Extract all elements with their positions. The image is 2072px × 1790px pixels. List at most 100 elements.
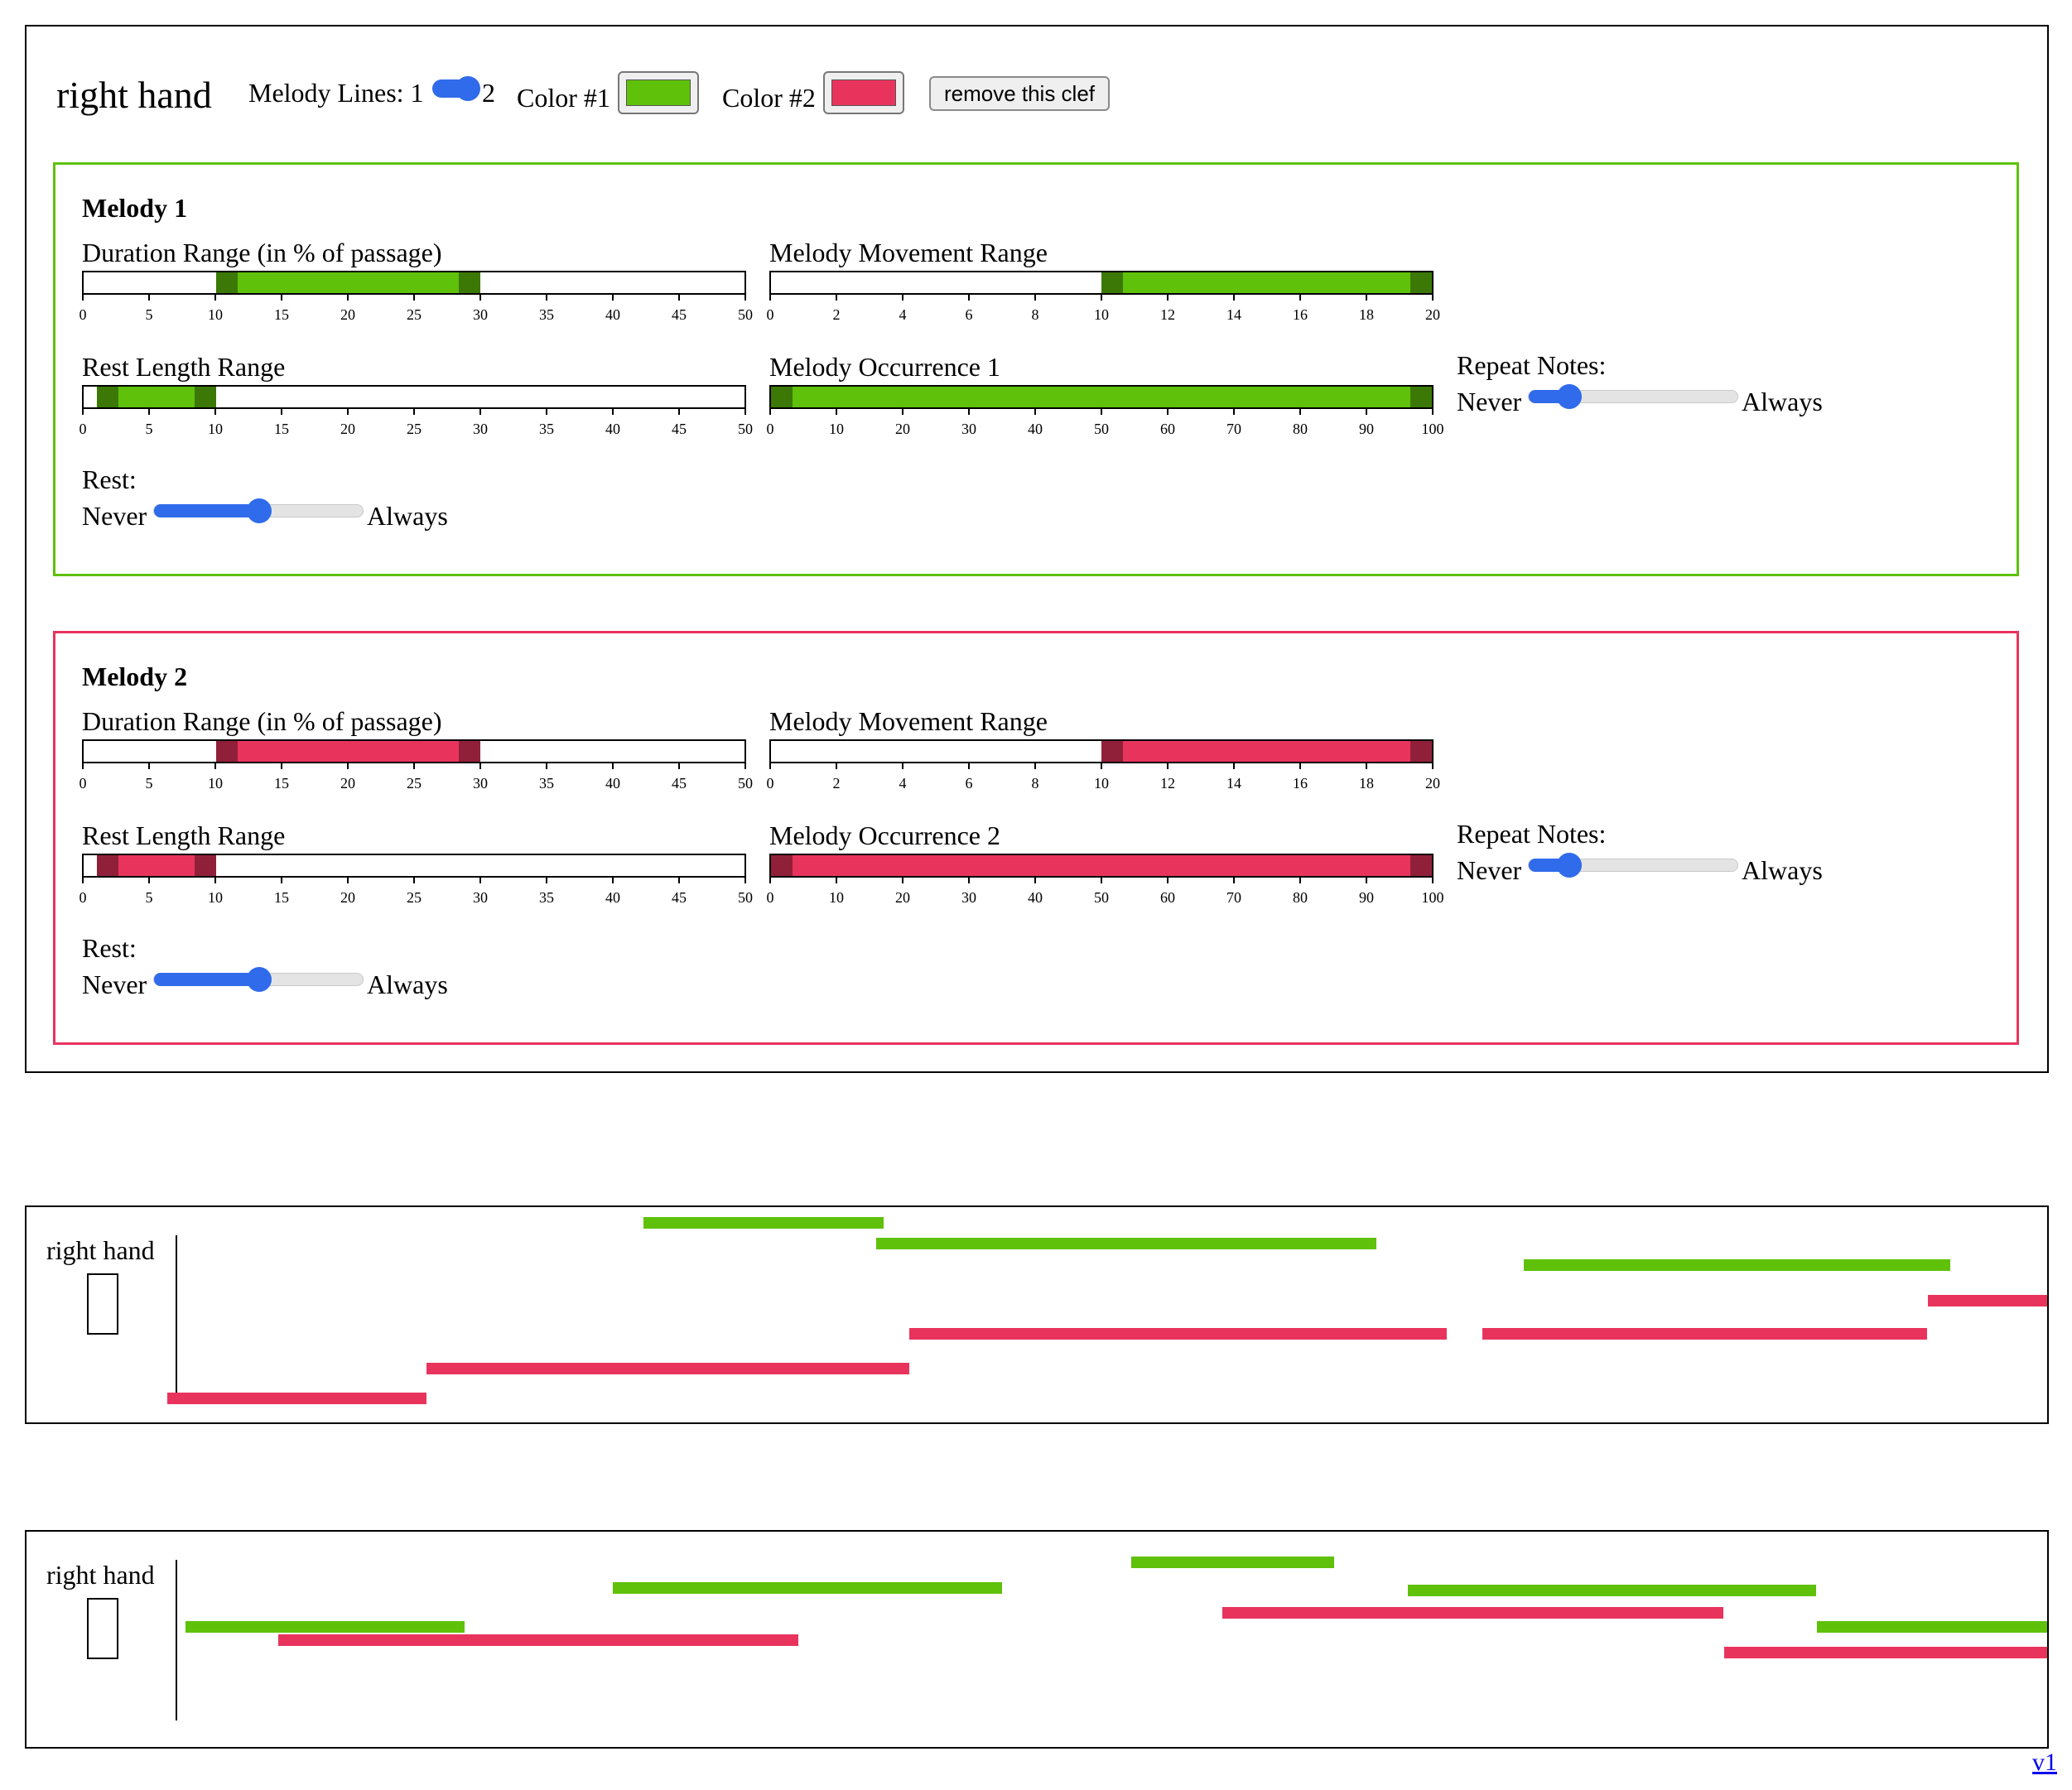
axis-tick (148, 877, 150, 883)
melody-movement-max-handle[interactable] (1410, 741, 1432, 762)
axis-tick (214, 763, 216, 769)
axis-tick (968, 294, 970, 301)
duration-range-fill (215, 272, 480, 293)
melody-occurrence-min-handle[interactable] (771, 387, 793, 407)
melody-lines-knob[interactable] (455, 76, 480, 101)
rest-length-max-handle[interactable] (194, 387, 216, 407)
axis-tick-label: 0 (79, 306, 87, 323)
axis-tick (744, 877, 746, 883)
melody-occurrence-max-handle[interactable] (1410, 855, 1432, 876)
duration-max-handle[interactable] (458, 741, 480, 762)
rest-slider-knob[interactable] (247, 498, 272, 523)
axis-tick-label: 45 (672, 775, 687, 792)
melody-movement-min-handle[interactable] (1101, 741, 1123, 762)
rest-length-max-handle[interactable] (194, 855, 216, 876)
melody-movement-range-slider[interactable] (769, 739, 1434, 763)
remove-clef-button[interactable]: remove this clef (929, 76, 1110, 111)
rest-length-label: Rest Length Range (82, 352, 286, 382)
axis-tick (347, 408, 349, 415)
repeat-notes-always-label: Always (1742, 855, 1823, 885)
duration-max-handle[interactable] (458, 272, 480, 293)
axis-tick-label: 25 (407, 421, 422, 437)
repeat-notes-never-label: Never (1457, 855, 1522, 885)
melody-movement-max-handle[interactable] (1410, 272, 1432, 293)
melody-occurrence-max-handle[interactable] (1410, 387, 1432, 407)
melody-occurrence-range-slider[interactable] (769, 385, 1434, 409)
axis-tick-label: 35 (539, 306, 554, 323)
staff-barline (176, 1560, 177, 1720)
axis-tick-label: 16 (1293, 775, 1308, 792)
axis-tick (347, 294, 349, 301)
axis-tick-label: 4 (899, 775, 907, 792)
version-link[interactable]: v1 (2032, 1749, 2057, 1776)
repeat-notes-slider-knob[interactable] (1556, 384, 1582, 409)
duration-label: Duration Range (in % of passage) (82, 706, 442, 736)
melody-lines-slider[interactable] (432, 76, 480, 101)
axis-tick (413, 763, 415, 769)
note-bar (1222, 1607, 1723, 1619)
axis-tick-label: 5 (145, 421, 153, 437)
staff-label: right hand (46, 1560, 155, 1590)
axis-tick-label: 30 (961, 421, 976, 437)
rest-slider[interactable] (153, 498, 364, 523)
rest-slider[interactable] (153, 967, 364, 992)
axis-tick (769, 408, 771, 415)
axis-tick (479, 763, 481, 769)
staff-barline (176, 1235, 177, 1396)
rest-length-range-slider[interactable] (82, 385, 746, 409)
axis-tick-label: 0 (79, 775, 87, 792)
axis-tick-label: 30 (473, 775, 488, 792)
axis-tick-label: 25 (407, 889, 422, 906)
duration-range-fill (215, 741, 480, 762)
melody-movement-label: Melody Movement Range (769, 238, 1048, 267)
axis-tick (836, 763, 837, 769)
axis-tick-label: 35 (539, 421, 554, 437)
axis-tick (82, 763, 84, 769)
axis-tick (281, 294, 282, 301)
axis-tick (281, 763, 282, 769)
rest-slider-knob[interactable] (247, 967, 272, 992)
melody-title: Melody 2 (82, 662, 188, 691)
axis-tick (1101, 877, 1102, 883)
duration-min-handle[interactable] (215, 272, 238, 293)
note-bar (643, 1217, 884, 1229)
axis-tick-label: 20 (895, 889, 910, 906)
color1-picker[interactable] (618, 71, 699, 114)
axis-tick-label: 50 (1094, 421, 1109, 437)
rest-length-min-handle[interactable] (96, 855, 118, 876)
axis-tick (546, 877, 547, 883)
note-bar (1817, 1621, 2047, 1633)
melody-movement-min-handle[interactable] (1101, 272, 1123, 293)
axis-tick (1167, 877, 1169, 883)
color2-picker[interactable] (823, 71, 904, 114)
rest-length-range-slider[interactable] (82, 854, 746, 878)
axis-tick-label: 6 (965, 306, 973, 323)
repeat-notes-slider[interactable] (1528, 384, 1738, 409)
duration-min-handle[interactable] (215, 741, 238, 762)
repeat-notes-label: Repeat Notes: (1457, 819, 1607, 849)
axis-tick-label: 14 (1226, 306, 1241, 323)
repeat-notes-slider-knob[interactable] (1556, 853, 1582, 878)
rest-length-min-handle[interactable] (96, 387, 118, 407)
duration-range-slider[interactable] (82, 739, 746, 763)
melody-occurrence-range-slider[interactable] (769, 854, 1434, 878)
duration-range-slider[interactable] (82, 271, 746, 295)
axis-tick-label: 30 (473, 306, 488, 323)
axis-tick (413, 877, 415, 883)
axis-tick (678, 763, 680, 769)
repeat-notes-slider[interactable] (1528, 853, 1738, 878)
axis-tick-label: 12 (1160, 306, 1175, 323)
axis-tick (678, 877, 680, 883)
axis-tick (1299, 763, 1301, 769)
melody-occurrence-min-handle[interactable] (771, 855, 793, 876)
axis-tick (612, 763, 614, 769)
axis-tick (744, 408, 746, 415)
axis-tick-label: 2 (832, 775, 841, 792)
axis-tick (1233, 877, 1235, 883)
axis-tick-label: 18 (1359, 306, 1374, 323)
axis-tick (1432, 408, 1434, 415)
axis-tick (148, 408, 150, 415)
melody-movement-range-slider[interactable] (769, 271, 1434, 295)
melody-2-box: Melody 2 Duration Range (in % of passage)… (53, 631, 2019, 1045)
axis-tick-label: 10 (208, 306, 223, 323)
